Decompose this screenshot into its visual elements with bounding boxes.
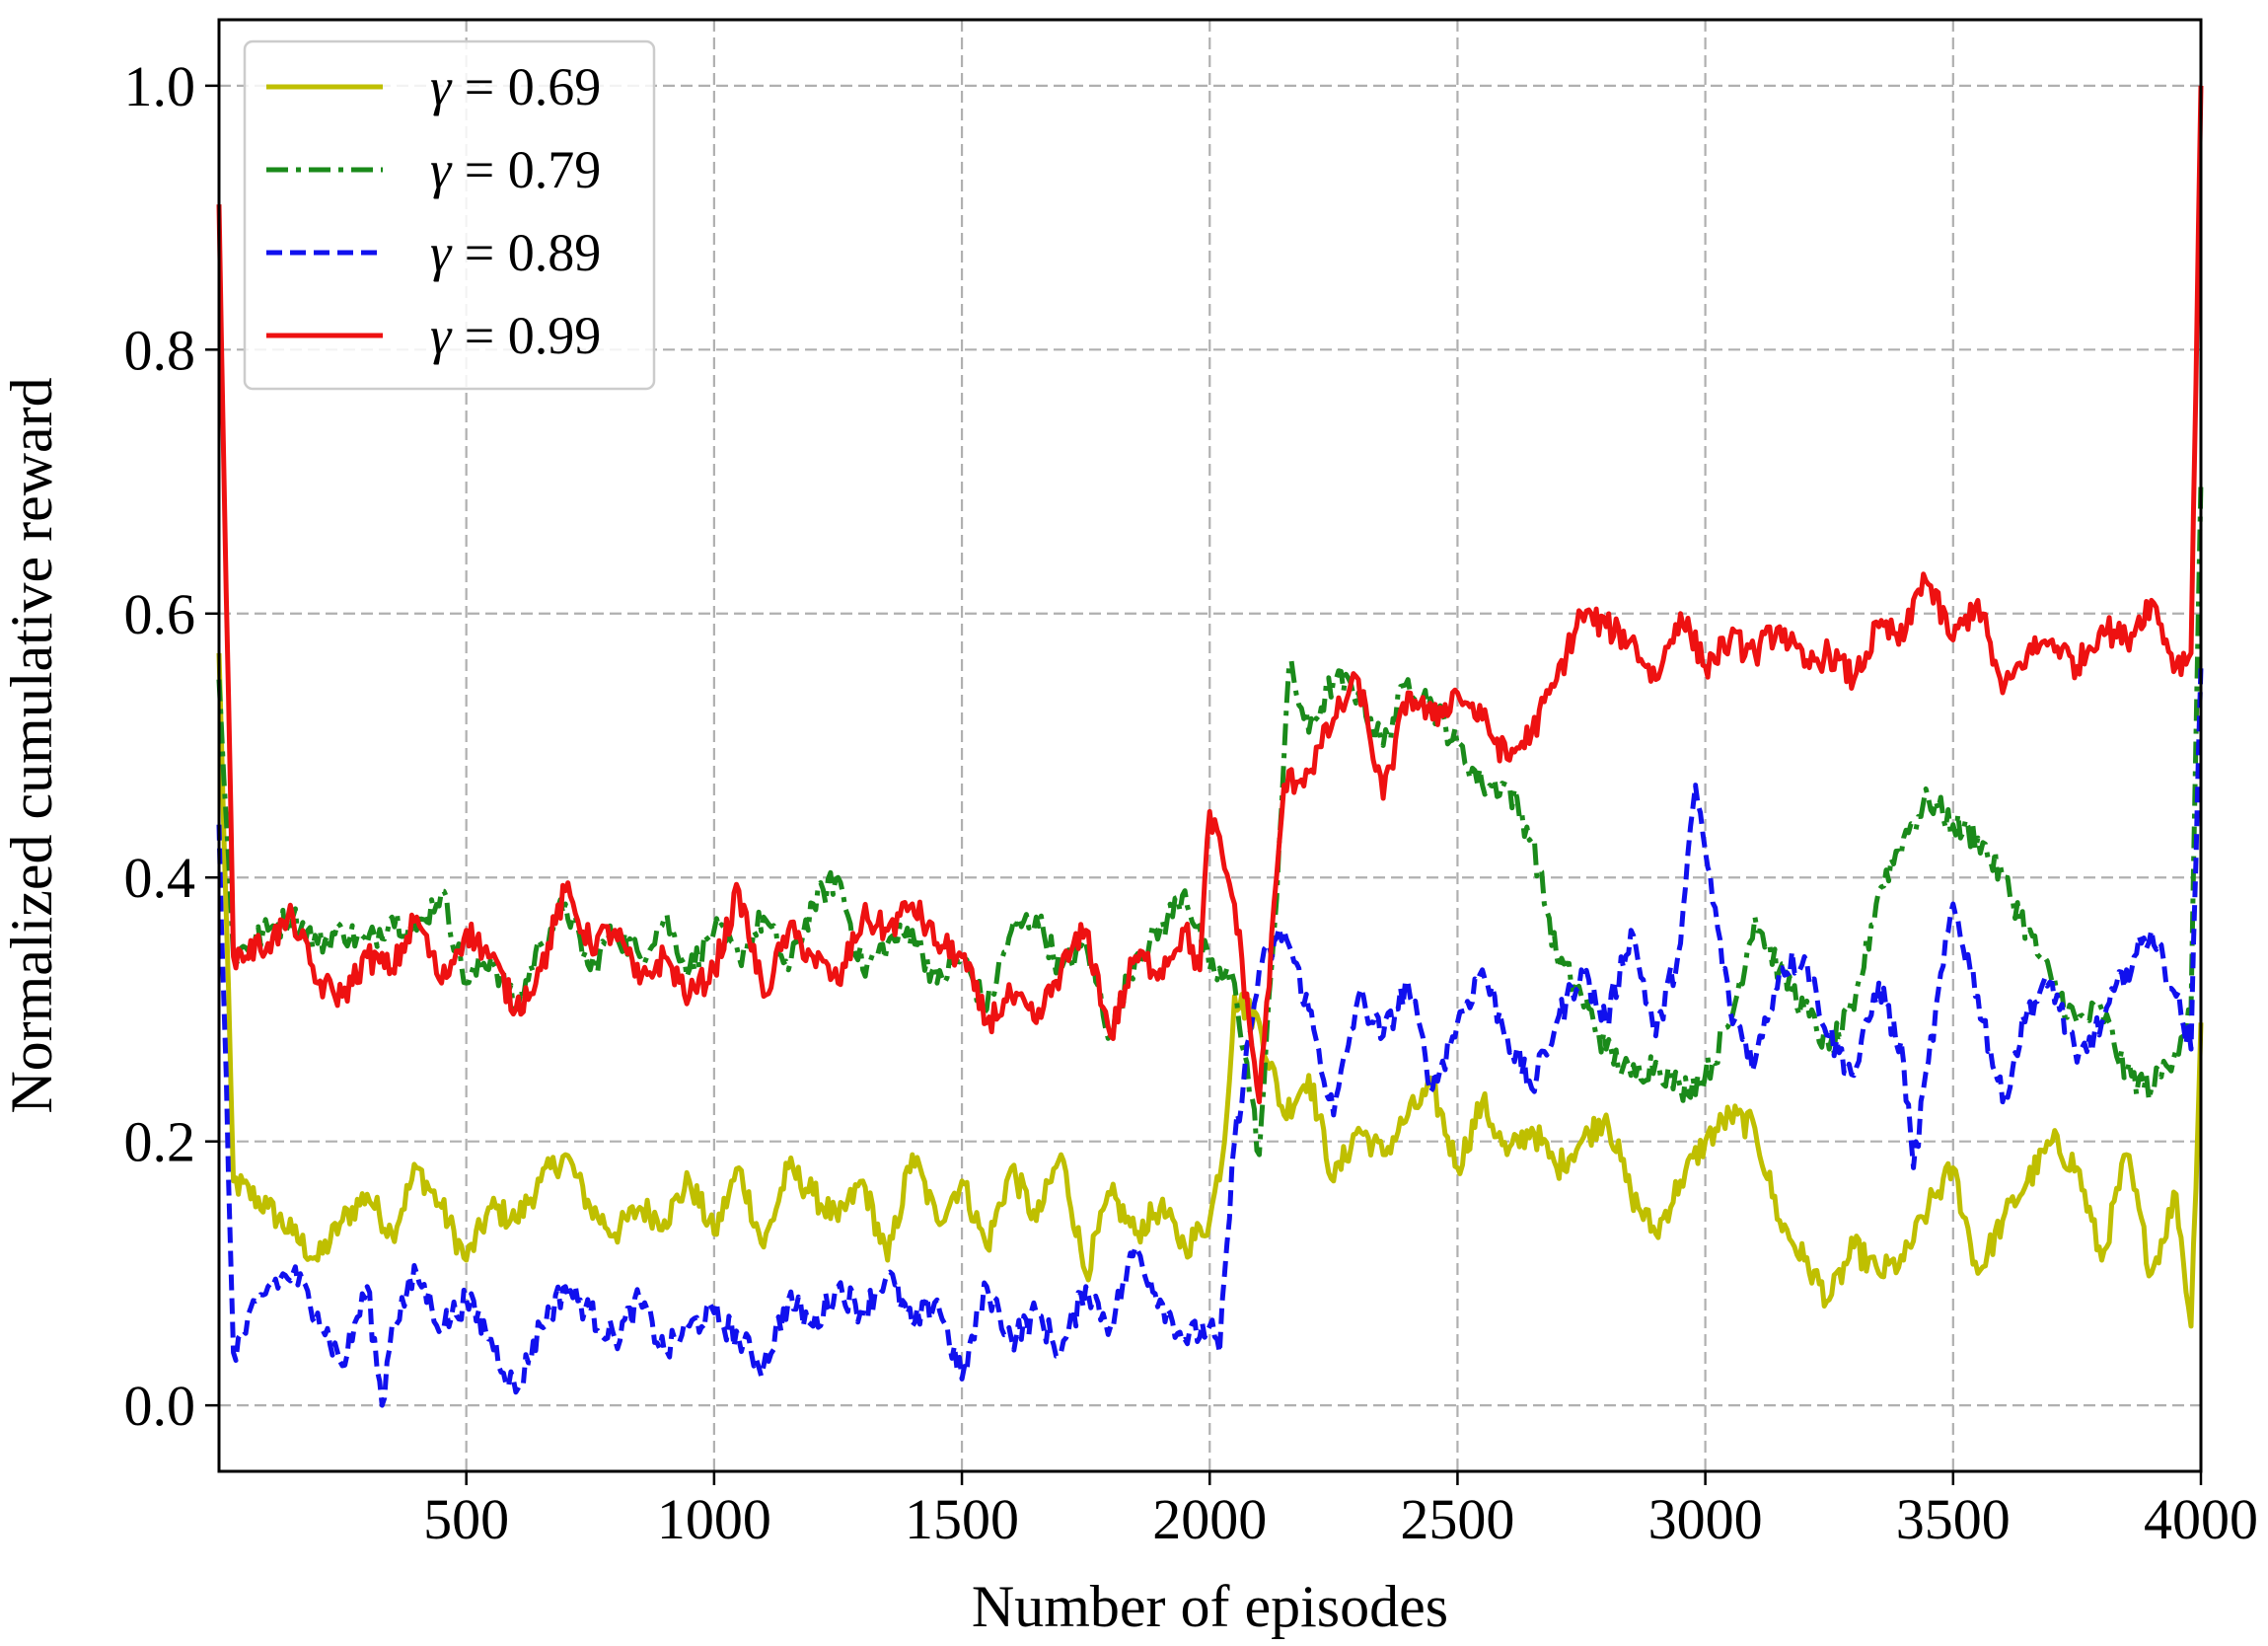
x-tick-label: 4000 [2144,1487,2258,1551]
y-axis: 0.0 0.2 0.4 0.6 0.8 1.0 [124,54,219,1438]
y-tick-label: 0.4 [124,846,196,910]
legend-label-3: γ = 0.99 [430,306,601,365]
legend-label-1: γ = 0.79 [430,140,601,199]
y-axis-label: Normalized cumulative reward [0,377,64,1113]
y-tick-label: 0.2 [124,1110,196,1174]
y-tick-label: 0.8 [124,318,196,382]
legend: γ = 0.69 γ = 0.79 γ = 0.89 γ = 0.99 [243,39,656,391]
y-tick-label: 0.0 [124,1374,196,1438]
y-tick-label: 0.6 [124,582,196,646]
x-tick-label: 3000 [1648,1487,1763,1551]
legend-box [243,39,656,391]
x-tick-label: 1500 [905,1487,1019,1551]
x-axis: 500 1000 1500 2000 2500 3000 3500 4000 [423,1471,2258,1551]
y-tick-label: 1.0 [124,54,196,118]
x-tick-label: 2500 [1400,1487,1514,1551]
x-axis-label: Number of episodes [972,1574,1448,1639]
x-tick-label: 500 [423,1487,509,1551]
series-layer [216,85,2204,1408]
series-line-0 [216,652,2204,1329]
legend-label-2: γ = 0.89 [430,223,601,282]
legend-label-0: γ = 0.69 [430,57,601,116]
series-line-3 [216,85,2204,1105]
x-tick-label: 2000 [1152,1487,1267,1551]
x-tick-label: 3500 [1896,1487,2011,1551]
x-tick-label: 1000 [657,1487,771,1551]
series-line-2 [216,666,2204,1408]
